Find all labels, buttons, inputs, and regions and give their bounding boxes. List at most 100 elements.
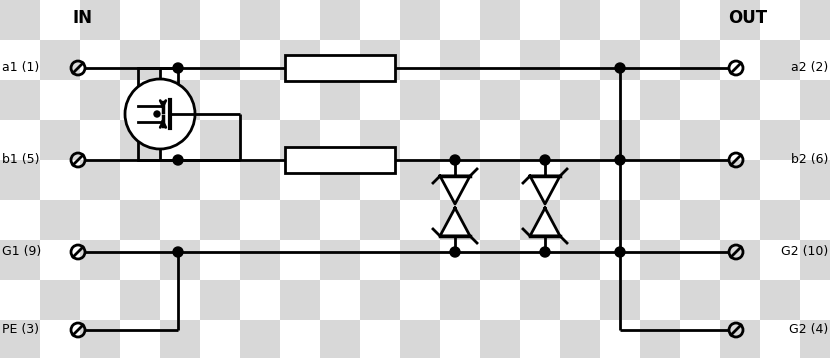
Bar	[800, 40, 830, 80]
Bar	[560, 40, 600, 80]
Bar	[360, 200, 400, 240]
Circle shape	[125, 79, 195, 149]
Bar	[440, 80, 480, 120]
Bar	[160, 200, 200, 240]
Bar	[480, 40, 520, 80]
Bar	[200, 320, 240, 358]
Bar	[320, 40, 360, 80]
Bar	[240, 200, 280, 240]
Bar	[760, 240, 800, 280]
Bar	[480, 240, 520, 280]
Bar	[0, 0, 40, 40]
Bar	[120, 80, 160, 120]
Bar	[640, 280, 680, 320]
Bar	[600, 200, 640, 240]
Bar	[280, 80, 320, 120]
Bar	[240, 0, 280, 40]
Bar	[480, 200, 520, 240]
Bar	[240, 320, 280, 358]
Bar	[600, 280, 640, 320]
Bar	[520, 200, 560, 240]
Bar	[680, 120, 720, 160]
Bar	[480, 280, 520, 320]
Bar	[80, 40, 120, 80]
Bar	[560, 240, 600, 280]
Bar	[40, 120, 80, 160]
Circle shape	[450, 155, 460, 165]
Bar	[760, 0, 800, 40]
Bar	[120, 120, 160, 160]
Bar	[600, 80, 640, 120]
Bar	[440, 200, 480, 240]
Bar	[400, 320, 440, 358]
Bar	[360, 280, 400, 320]
Bar	[760, 280, 800, 320]
Bar	[240, 160, 280, 200]
Bar	[280, 0, 320, 40]
Bar	[400, 200, 440, 240]
Bar	[200, 80, 240, 120]
Bar	[120, 40, 160, 80]
Bar	[640, 80, 680, 120]
Bar	[320, 80, 360, 120]
Bar	[720, 240, 760, 280]
Circle shape	[154, 111, 160, 117]
Bar	[160, 160, 200, 200]
Circle shape	[173, 63, 183, 73]
Polygon shape	[440, 176, 470, 204]
Text: b1 (5): b1 (5)	[2, 154, 40, 166]
Bar	[600, 0, 640, 40]
Bar	[720, 0, 760, 40]
Bar	[200, 0, 240, 40]
Bar	[640, 160, 680, 200]
Bar	[160, 40, 200, 80]
Bar	[760, 160, 800, 200]
Bar	[480, 0, 520, 40]
Circle shape	[540, 247, 550, 257]
Bar	[160, 80, 200, 120]
Circle shape	[450, 247, 460, 257]
Bar	[160, 240, 200, 280]
Bar	[40, 40, 80, 80]
Bar	[0, 120, 40, 160]
Bar	[120, 200, 160, 240]
Bar	[280, 200, 320, 240]
Text: a2 (2): a2 (2)	[791, 62, 828, 74]
Bar	[400, 240, 440, 280]
Text: OUT: OUT	[729, 9, 768, 27]
Bar	[680, 0, 720, 40]
Bar	[640, 120, 680, 160]
Bar	[280, 320, 320, 358]
Circle shape	[615, 63, 625, 73]
Bar	[600, 240, 640, 280]
Text: IN: IN	[72, 9, 92, 27]
Bar	[680, 320, 720, 358]
Bar	[800, 0, 830, 40]
Bar	[280, 280, 320, 320]
Circle shape	[540, 155, 550, 165]
Text: G1 (9): G1 (9)	[2, 246, 42, 258]
Polygon shape	[530, 176, 560, 204]
Bar	[800, 200, 830, 240]
Bar	[80, 240, 120, 280]
Bar	[0, 280, 40, 320]
Bar	[800, 240, 830, 280]
Bar	[400, 280, 440, 320]
Bar	[360, 120, 400, 160]
Bar	[240, 40, 280, 80]
Bar	[520, 0, 560, 40]
Bar	[440, 160, 480, 200]
Bar	[280, 40, 320, 80]
Bar	[80, 120, 120, 160]
Bar	[400, 120, 440, 160]
Text: G2 (4): G2 (4)	[788, 324, 828, 337]
Bar	[720, 80, 760, 120]
Bar	[200, 40, 240, 80]
Bar	[560, 200, 600, 240]
Bar	[560, 160, 600, 200]
Bar	[400, 40, 440, 80]
Bar	[0, 200, 40, 240]
Bar	[80, 0, 120, 40]
Bar	[680, 40, 720, 80]
Bar	[800, 120, 830, 160]
